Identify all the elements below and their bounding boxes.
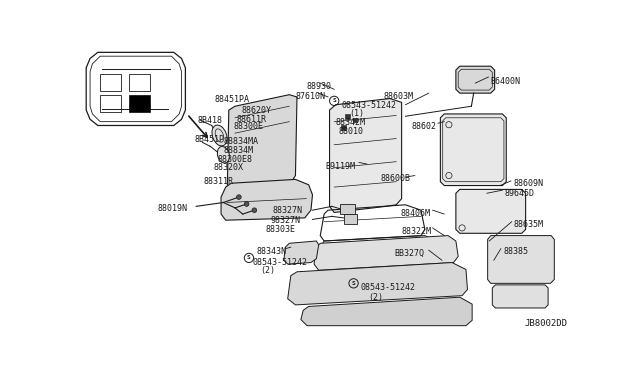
Text: (2): (2)	[260, 266, 275, 275]
Text: 88300E: 88300E	[234, 122, 264, 131]
Text: 87610N: 87610N	[296, 92, 326, 100]
Text: 88300E8: 88300E8	[218, 155, 253, 164]
Polygon shape	[440, 114, 506, 186]
Text: 88327N: 88327N	[272, 206, 302, 215]
Text: 08543-51242: 08543-51242	[252, 258, 307, 267]
Polygon shape	[353, 118, 358, 122]
Text: 88322M: 88322M	[402, 227, 431, 236]
Text: 88603M: 88603M	[384, 92, 414, 100]
Text: 88311R: 88311R	[204, 177, 234, 186]
Text: 88010: 88010	[338, 127, 363, 136]
Ellipse shape	[212, 125, 227, 146]
Polygon shape	[314, 235, 458, 270]
Text: B6400N: B6400N	[491, 77, 521, 86]
Text: S: S	[332, 98, 336, 103]
Circle shape	[237, 195, 241, 199]
Text: JB8002DD: JB8002DD	[525, 319, 568, 328]
Text: 08543-51242: 08543-51242	[342, 101, 397, 110]
Circle shape	[244, 202, 249, 206]
Text: 88620Y: 88620Y	[241, 106, 271, 115]
Text: S: S	[352, 281, 355, 286]
Text: B9119M: B9119M	[325, 162, 355, 171]
Text: (1): (1)	[349, 109, 365, 118]
Polygon shape	[288, 263, 467, 305]
Text: 88385: 88385	[503, 247, 528, 256]
Text: 88406M: 88406M	[400, 209, 430, 218]
Text: 88303E: 88303E	[266, 225, 296, 234]
Text: 88609N: 88609N	[514, 179, 544, 188]
Polygon shape	[341, 125, 346, 130]
Polygon shape	[340, 204, 355, 214]
Text: S: S	[247, 256, 251, 260]
Text: 88834MA: 88834MA	[223, 137, 259, 146]
Polygon shape	[227, 95, 297, 195]
Text: 98327N: 98327N	[271, 216, 301, 225]
Text: BB327Q: BB327Q	[395, 249, 425, 258]
Polygon shape	[330, 99, 402, 212]
Text: 88342M: 88342M	[336, 118, 365, 127]
Circle shape	[252, 208, 257, 212]
Text: 88635M: 88635M	[514, 220, 544, 229]
Polygon shape	[456, 66, 495, 93]
Polygon shape	[492, 285, 548, 308]
Text: 89645D: 89645D	[505, 189, 534, 198]
Text: 88343N: 88343N	[257, 247, 287, 256]
Text: 88451PA: 88451PA	[214, 95, 249, 104]
Text: 08543-51242: 08543-51242	[360, 283, 415, 292]
Polygon shape	[129, 95, 150, 112]
Polygon shape	[284, 241, 319, 264]
Polygon shape	[488, 235, 554, 283]
Text: 88320X: 88320X	[213, 163, 243, 172]
Polygon shape	[456, 189, 525, 233]
Polygon shape	[221, 179, 312, 220]
Text: 88019N: 88019N	[157, 204, 188, 213]
Text: (2): (2)	[368, 293, 383, 302]
Polygon shape	[345, 114, 349, 119]
Polygon shape	[301, 297, 472, 326]
Text: 88602: 88602	[412, 122, 436, 131]
Ellipse shape	[218, 147, 229, 163]
Text: 88930: 88930	[307, 81, 332, 91]
Text: 8B418: 8B418	[198, 116, 223, 125]
Text: 8B451P: 8B451P	[195, 135, 225, 144]
Text: 88611R: 88611R	[237, 115, 266, 124]
Polygon shape	[344, 214, 358, 224]
Text: 88600B: 88600B	[381, 174, 411, 183]
Text: 88834M: 88834M	[223, 145, 253, 154]
